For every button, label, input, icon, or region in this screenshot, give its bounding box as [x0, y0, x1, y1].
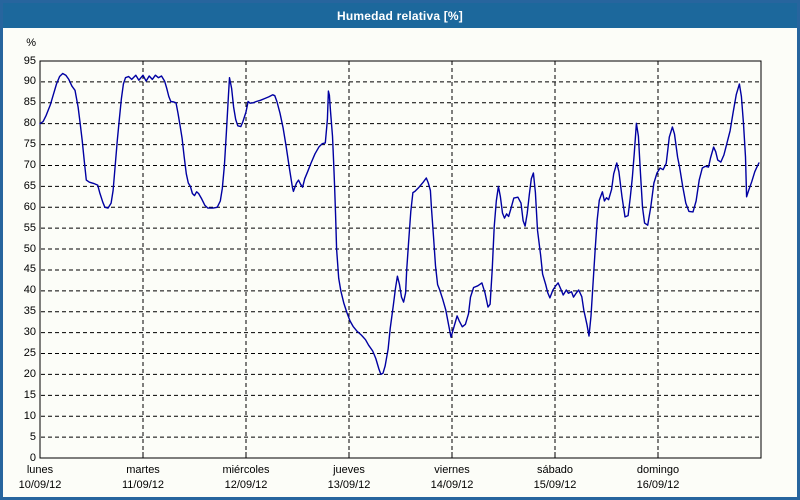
y-tick-label: 90 — [23, 75, 36, 88]
y-tick-label: 0 — [29, 451, 36, 464]
y-tick-label: 10 — [23, 409, 36, 422]
day-label: sábado — [536, 464, 574, 476]
y-tick-label: 45 — [23, 263, 36, 276]
humidity-line-chart — [39, 60, 762, 459]
day-label: viernes — [434, 464, 470, 476]
date-label: 11/09/12 — [121, 479, 164, 491]
y-tick-label: 60 — [23, 200, 36, 213]
y-tick-label: 20 — [23, 367, 36, 380]
date-label: 13/09/12 — [327, 479, 371, 491]
y-tick-label: 75 — [23, 138, 36, 151]
humidity-series-line — [39, 72, 760, 376]
y-tick-label: 95 — [23, 54, 36, 67]
y-tick-label: 15 — [23, 388, 36, 401]
day-label: lunes — [26, 464, 54, 476]
y-tick-label: 50 — [23, 242, 36, 255]
chart-title: Humedad relativa [%] — [336, 8, 464, 23]
y-tick-label: 65 — [23, 179, 36, 192]
plot-border — [39, 60, 762, 459]
y-axis-unit-label: % — [26, 37, 36, 49]
y-tick-label: 25 — [23, 347, 36, 360]
y-tick-label: 35 — [23, 305, 36, 318]
day-label: martes — [126, 464, 160, 476]
date-label: 14/09/12 — [430, 479, 474, 491]
day-label: miércoles — [222, 464, 270, 476]
y-tick-label: 70 — [23, 158, 36, 171]
date-label: 12/09/12 — [224, 479, 268, 491]
y-tick-label: 85 — [23, 96, 36, 109]
date-label: 10/09/12 — [18, 479, 62, 491]
y-tick-label: 80 — [23, 117, 36, 130]
y-tick-label: 55 — [23, 221, 36, 234]
day-label: domingo — [636, 464, 680, 476]
y-tick-label: 40 — [23, 284, 36, 297]
y-tick-label: 30 — [23, 326, 36, 339]
title-bar: Humedad relativa [%] — [3, 3, 797, 28]
day-label: jueves — [333, 464, 365, 476]
y-tick-label: 5 — [29, 430, 36, 443]
date-label: 16/09/12 — [636, 479, 680, 491]
date-label: 15/09/12 — [533, 479, 577, 491]
